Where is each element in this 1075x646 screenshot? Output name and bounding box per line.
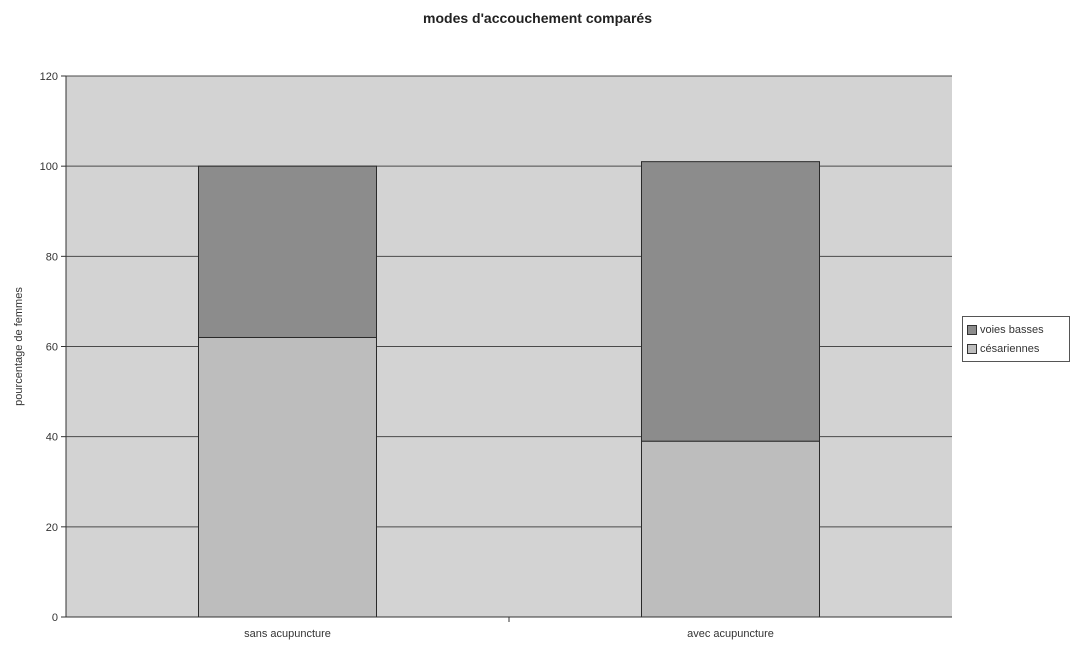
y-axis-label: pourcentage de femmes: [13, 287, 25, 406]
legend-swatch: [967, 343, 977, 354]
legend-label: voies basses: [980, 323, 1044, 336]
legend-item: voies basses: [967, 320, 1065, 339]
x-tick-label: sans acupuncture: [244, 628, 331, 640]
y-tick-label: 0: [52, 612, 58, 624]
y-tick-label: 100: [40, 161, 58, 173]
legend-item: césariennes: [967, 339, 1065, 358]
x-tick-label: avec acupuncture: [687, 628, 774, 640]
y-tick-label: 120: [40, 71, 58, 83]
axis-labels: 0 20 40 60 80 100 120 sans acupuncture avec acup…: [40, 71, 774, 640]
bar-segment: [198, 165, 377, 338]
legend-label: césariennes: [980, 342, 1040, 355]
axes: [61, 75, 952, 622]
bars: [198, 161, 820, 618]
bar-segment: [641, 440, 820, 618]
y-tick-label: 20: [46, 522, 58, 534]
y-tick-label: 40: [46, 432, 58, 444]
y-tick-label: 60: [46, 342, 58, 354]
y-tick-label: 80: [46, 251, 58, 263]
legend: voies basses césariennes: [962, 316, 1070, 362]
legend-swatch: [967, 324, 977, 335]
chart-title: modes d'accouchement comparés: [423, 10, 652, 26]
bar-segment: [641, 161, 820, 442]
bar-segment: [198, 336, 377, 618]
